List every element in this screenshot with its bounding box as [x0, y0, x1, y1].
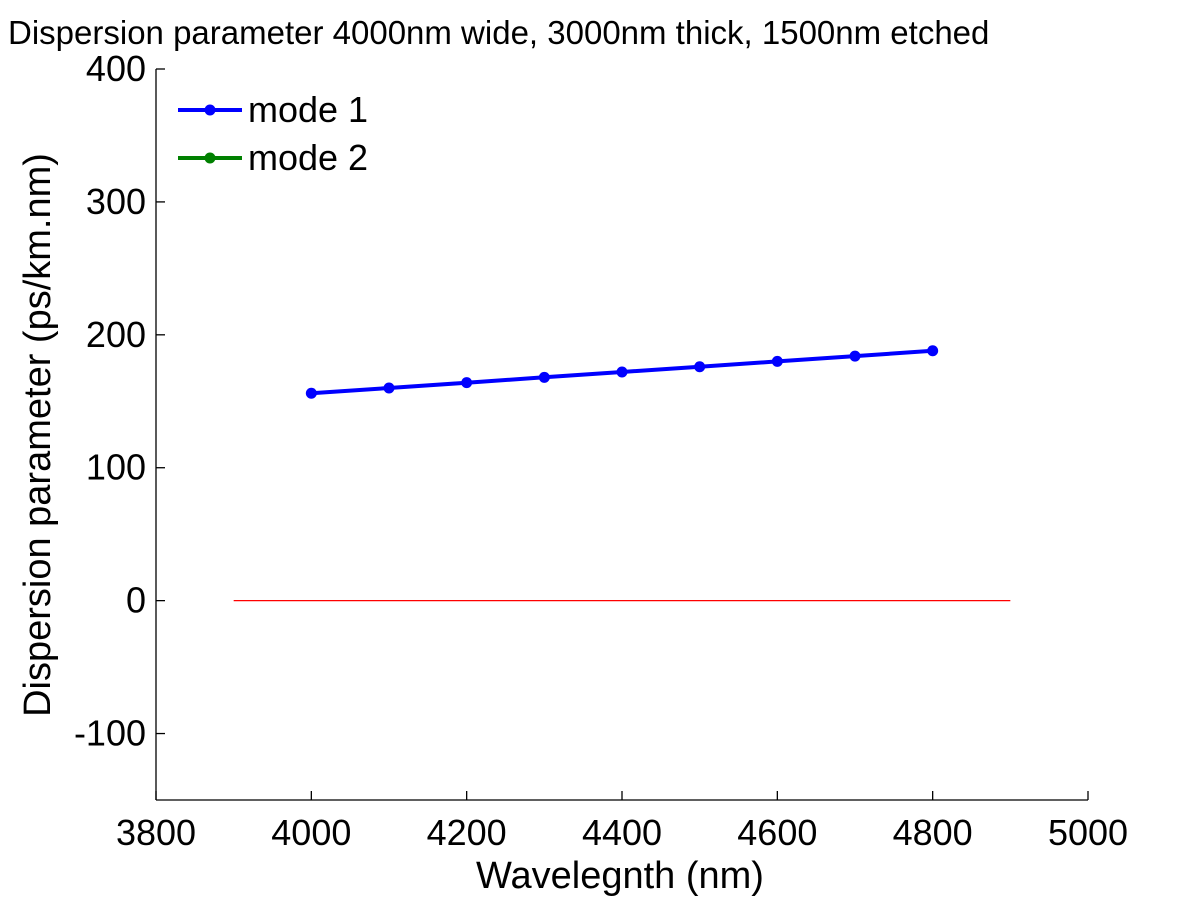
y-tick-label: 200 [86, 314, 146, 355]
series-1-point [694, 361, 706, 373]
legend-swatch-marker [204, 152, 216, 164]
x-tick-label: 4200 [427, 812, 507, 853]
y-tick-label: 100 [86, 447, 146, 488]
x-axis-label: Wavelegnth (nm) [476, 855, 764, 897]
x-tick-label: 4400 [582, 812, 662, 853]
series-1-point [461, 377, 473, 389]
x-tick-label: 4000 [271, 812, 351, 853]
legend-swatch-marker [204, 104, 216, 116]
series-1-point [849, 350, 861, 362]
chart-title: Dispersion parameter 4000nm wide, 3000nm… [8, 14, 989, 51]
series-1-point [383, 382, 395, 394]
legend: mode 1 mode 2 [178, 89, 368, 178]
series [305, 345, 939, 399]
y-tick-label: -100 [74, 713, 146, 754]
series-1-point [771, 355, 783, 367]
y-tick-label: 400 [86, 48, 146, 89]
legend-label: mode 1 [248, 89, 368, 130]
y-tick-label: 0 [126, 580, 146, 621]
series-1-point [927, 345, 939, 357]
y-axis-label: Dispersion parameter (ps/km.nm) [17, 153, 59, 717]
x-tick-label: 5000 [1048, 812, 1128, 853]
ticks: 3800 4000 4200 4400 4600 4800 5000 -100 0 100 200 3… [74, 48, 1128, 853]
series-1-point [616, 366, 628, 378]
axes [155, 69, 1088, 801]
y-tick-label: 300 [86, 181, 146, 222]
x-tick-label: 4600 [737, 812, 817, 853]
x-tick-label: 4800 [893, 812, 973, 853]
legend-label: mode 2 [248, 137, 368, 178]
series-1-point [305, 387, 317, 399]
series-1-point [538, 371, 550, 383]
x-tick-label: 3800 [116, 812, 196, 853]
